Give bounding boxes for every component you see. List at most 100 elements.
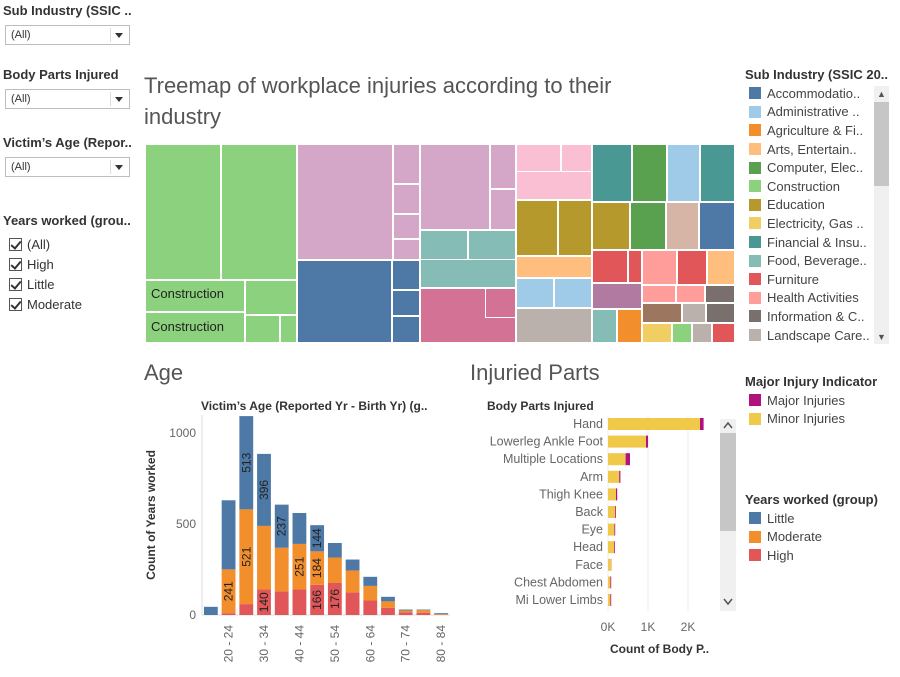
legend-item[interactable]: Furniture [749,270,874,289]
treemap-tile[interactable] [666,202,699,250]
chevron-down-icon[interactable]: ▼ [877,332,886,342]
legend-item[interactable]: Computer, Elec.. [749,158,874,177]
checkbox-little[interactable]: Little [9,274,82,294]
legend-item[interactable]: Food, Beverage.. [749,251,874,270]
treemap-tile[interactable] [672,323,692,343]
treemap-tile[interactable] [682,303,706,323]
age-bar-chart[interactable]: Victim’s Age (Reported Yr - Birth Yr) (g… [140,393,460,673]
legend-item[interactable]: Financial & Insu.. [749,233,874,252]
treemap-tile[interactable] [667,144,700,202]
treemap-tile[interactable] [617,309,642,343]
treemap-tile[interactable] [490,189,516,230]
treemap-tile[interactable] [592,202,630,250]
legend-item[interactable]: Major Injuries [749,391,845,410]
treemap-tile[interactable] [145,280,245,312]
scroll-thumb[interactable] [874,102,889,186]
treemap-tile[interactable] [392,316,420,343]
treemap-tile[interactable] [712,323,735,343]
treemap-tile[interactable] [592,283,642,309]
legend-item[interactable]: Information & C.. [749,307,874,326]
treemap-tile[interactable] [393,184,420,214]
treemap-tile[interactable] [516,256,592,278]
treemap-tile[interactable] [392,290,420,316]
treemap-tile[interactable] [628,250,642,283]
legend-item[interactable]: Accommodatio.. [749,84,874,103]
treemap-tile[interactable] [516,200,558,256]
checkbox-icon[interactable] [9,257,22,271]
industry-legend-scrollbar[interactable]: ▲ ▼ [874,86,889,344]
treemap-tile[interactable] [280,315,297,343]
chevron-down-icon[interactable] [110,160,127,174]
legend-item[interactable]: Little [749,509,822,528]
checkbox-all[interactable]: (All) [9,234,82,254]
treemap-tile[interactable] [642,285,676,303]
checkbox-icon[interactable] [9,277,22,291]
legend-item[interactable]: Electricity, Gas .. [749,214,874,233]
treemap-tile[interactable] [561,144,592,172]
treemap-tile[interactable] [692,323,712,343]
chevron-down-icon[interactable] [723,598,733,606]
chevron-up-icon[interactable] [723,421,733,429]
legend-item[interactable]: Minor Injuries [749,410,845,429]
treemap-tile[interactable] [592,250,628,283]
treemap-tile[interactable] [221,144,297,280]
checkbox-high[interactable]: High [9,254,82,274]
treemap-tile[interactable] [632,144,667,202]
chevron-down-icon[interactable] [110,28,127,42]
body-parts-dropdown[interactable]: (All) [5,89,130,109]
treemap-tile[interactable] [642,303,682,323]
treemap-tile[interactable] [592,309,617,343]
bar-data-label: 140 [257,592,271,612]
treemap-tile[interactable] [677,250,707,285]
legend-item[interactable]: Construction [749,177,874,196]
legend-item[interactable]: Landscape Care.. [749,326,874,345]
treemap-tile[interactable] [700,144,735,202]
treemap-tile[interactable] [420,230,468,260]
treemap-tile[interactable] [706,303,735,323]
treemap-tile[interactable] [558,200,592,256]
legend-item[interactable]: Agriculture & Fi.. [749,121,874,140]
chevron-up-icon[interactable]: ▲ [877,89,886,99]
checkbox-moderate[interactable]: Moderate [9,294,82,314]
treemap-tile[interactable] [145,144,221,280]
treemap-tile[interactable] [420,144,490,230]
treemap-tile[interactable] [245,280,297,315]
treemap-tile[interactable] [297,260,392,343]
treemap-tile[interactable] [554,278,592,308]
treemap-tile[interactable] [490,144,516,189]
sub-industry-dropdown[interactable]: (All) [5,25,130,45]
victim-age-dropdown[interactable]: (All) [5,157,130,177]
treemap-tile[interactable] [592,144,632,202]
legend-item[interactable]: Administrative .. [749,103,874,122]
treemap-tile[interactable] [392,260,420,290]
treemap-tile[interactable] [245,315,280,343]
treemap-tile[interactable] [393,239,420,260]
checkbox-icon[interactable] [9,237,22,251]
legend-item[interactable]: Moderate [749,528,822,547]
treemap-tile[interactable] [642,250,677,285]
parts-bar-chart[interactable]: Body Parts Injured 0K 1K 2K Count of Body P.… [470,393,740,673]
treemap-tile[interactable] [516,144,561,172]
treemap-tile[interactable] [485,288,516,318]
legend-item[interactable]: Health Activities [749,289,874,308]
checkbox-icon[interactable] [9,297,22,311]
treemap-tile[interactable] [676,285,705,303]
scroll-thumb[interactable] [720,433,736,531]
treemap-tile[interactable] [393,214,420,239]
treemap-tile[interactable] [642,323,672,343]
treemap-tile[interactable] [297,144,393,260]
treemap-tile[interactable] [145,312,245,343]
treemap-tile[interactable] [393,144,420,184]
treemap-tile[interactable] [707,250,735,285]
treemap-tile[interactable] [699,202,735,250]
treemap[interactable]: Construction Construction [145,144,735,343]
treemap-tile[interactable] [705,285,735,303]
treemap-tile[interactable] [468,230,516,260]
chevron-down-icon[interactable] [110,92,127,106]
treemap-tile[interactable] [630,202,666,250]
legend-item[interactable]: Arts, Entertain.. [749,140,874,159]
legend-item[interactable]: Education [749,196,874,215]
treemap-tile[interactable] [516,308,592,343]
treemap-tile[interactable] [516,278,554,308]
legend-item[interactable]: High [749,546,822,565]
